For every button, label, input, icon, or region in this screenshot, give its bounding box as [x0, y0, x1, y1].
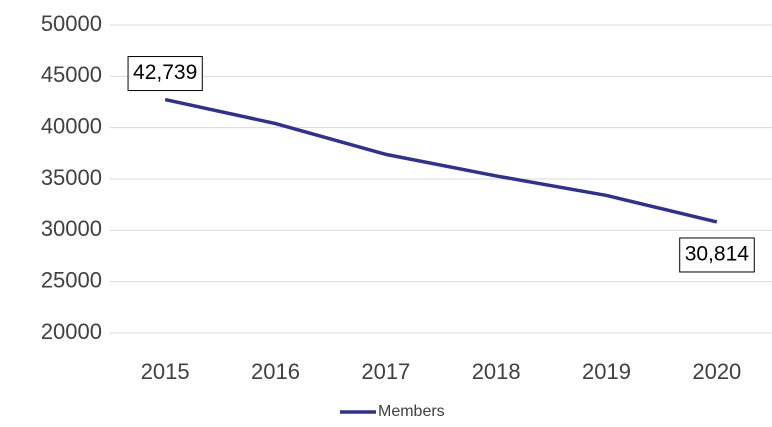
- y-tick-label: 25000: [41, 267, 102, 292]
- x-tick-label: 2017: [361, 359, 410, 384]
- line: [164, 97, 718, 224]
- x-tick-label: 2015: [141, 359, 190, 384]
- x-tick-label: 2020: [692, 359, 741, 384]
- x-tick-label: 2018: [472, 359, 521, 384]
- y-tick-label: 20000: [41, 319, 102, 344]
- y-tick-label: 50000: [41, 11, 102, 36]
- x-tick-label: 2019: [582, 359, 631, 384]
- y-tick-label: 45000: [41, 62, 102, 87]
- data-label-box: [127, 56, 203, 92]
- data-label: 30,814: [685, 243, 750, 266]
- y-tick-label: 40000: [41, 113, 102, 138]
- data-label-box: [679, 237, 755, 273]
- data-label: 42,739: [133, 61, 197, 84]
- x-tick-label: 2016: [251, 359, 300, 384]
- y-tick-label: 30000: [41, 216, 102, 241]
- legend-label: Members: [378, 403, 445, 420]
- y-tick-label: 35000: [41, 165, 102, 190]
